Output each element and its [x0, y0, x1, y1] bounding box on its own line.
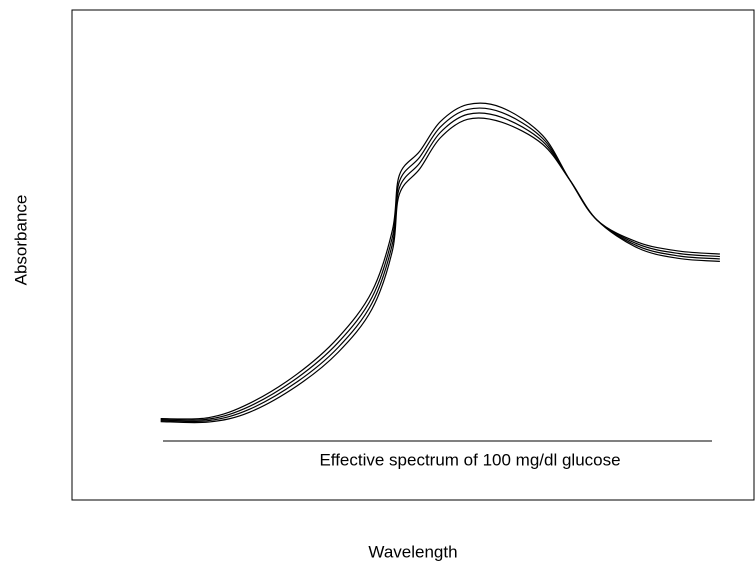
spectrum-line [160, 117, 720, 424]
spectrum-line [160, 112, 720, 423]
annotation: Effective spectrum of 100 mg/dl glucose [319, 450, 620, 469]
spectrum-line [160, 102, 720, 420]
x-axis-label: Wavelength [368, 542, 457, 561]
plot-frame [71, 9, 755, 501]
spectrum-line [160, 107, 720, 421]
y-axis-label: Absorbance [11, 195, 30, 286]
